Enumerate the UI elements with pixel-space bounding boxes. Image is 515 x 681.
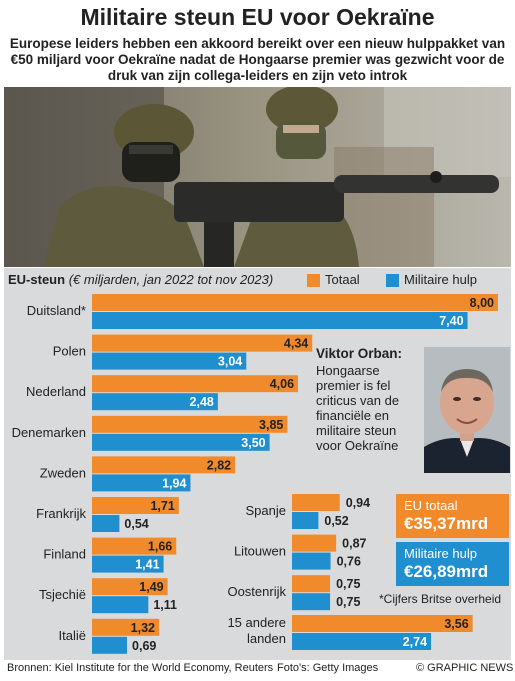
chart-heading-bold: EU-steun xyxy=(8,272,66,287)
legend-swatch-totaal xyxy=(307,274,320,287)
category-label-other-line1: 15 andere xyxy=(227,615,286,630)
value-militair-frankrijk: 0,54 xyxy=(124,517,148,531)
value-militair-nederland: 2,48 xyxy=(190,395,214,409)
page-subtitle: Europese leiders hebben een akkoord bere… xyxy=(9,36,506,83)
bar-militair-litouwen xyxy=(292,552,331,570)
value-militair-other: 2,74 xyxy=(403,635,427,649)
bar-totaal-frankrijk xyxy=(92,497,179,514)
value-totaal-other: 3,56 xyxy=(444,617,468,631)
eu-total-label: EU totaal xyxy=(404,498,458,513)
bar-militair-frankrijk xyxy=(92,515,120,532)
bar-totaal-zweden xyxy=(92,456,236,474)
bar-totaal-duitsland xyxy=(92,294,498,311)
footer-photos: Foto's: Getty Images xyxy=(277,662,379,674)
orban-text: Hongaarse premier is fel criticus van de… xyxy=(316,363,400,453)
bar-militair-duitsland xyxy=(92,312,468,329)
bar-militair-polen xyxy=(92,352,247,370)
bar-militair-other xyxy=(292,633,432,650)
eu-total-box: EU totaal €35,37mrd xyxy=(396,494,509,538)
soldiers-photo xyxy=(4,87,511,267)
chart-heading: EU-steun (€ miljarden, jan 2022 tot nov … xyxy=(8,272,273,287)
category-label-zweden: Zweden xyxy=(40,465,86,480)
value-totaal-nederland: 4,06 xyxy=(270,377,294,391)
category-label-itali: Italië xyxy=(59,628,86,643)
value-militair-spanje: 0,52 xyxy=(324,514,348,528)
footer-sources: Bronnen: Kiel Institute for the World Ec… xyxy=(7,662,274,674)
category-label-denemarken: Denemarken xyxy=(12,425,86,440)
value-militair-denemarken: 3,50 xyxy=(241,436,265,450)
category-label-duitsland: Duitsland* xyxy=(27,303,86,318)
value-militair-oostenrijk: 0,75 xyxy=(336,595,360,609)
footer-credit: © GRAPHIC NEWS xyxy=(416,662,514,674)
chart-heading-units: (€ miljarden, jan 2022 tot nov 2023) xyxy=(68,272,274,287)
legend-swatch-militair xyxy=(386,274,399,287)
value-militair-polen: 3,04 xyxy=(218,355,242,369)
value-totaal-litouwen: 0,87 xyxy=(342,537,366,551)
orban-portrait xyxy=(424,347,510,473)
category-label-other-line2: landen xyxy=(247,631,286,646)
bar-totaal-polen xyxy=(92,334,313,352)
category-label-tsjechi: Tsjechië xyxy=(39,587,86,602)
category-label-oostenrijk: Oostenrijk xyxy=(227,584,286,599)
bar-militair-oostenrijk xyxy=(292,593,331,611)
value-totaal-duitsland: 8,00 xyxy=(470,296,494,310)
value-militair-tsjechi: 1,11 xyxy=(153,598,177,612)
footnote: *Cijfers Britse overheid xyxy=(379,592,502,606)
legend-label-militair: Militaire hulp xyxy=(404,272,477,287)
value-totaal-oostenrijk: 0,75 xyxy=(336,577,360,591)
value-totaal-tsjechi: 1,49 xyxy=(139,580,163,594)
value-totaal-finland: 1,66 xyxy=(148,540,172,554)
value-militair-finland: 1,41 xyxy=(135,558,159,572)
bar-totaal-oostenrijk xyxy=(292,575,331,593)
legend-label-totaal: Totaal xyxy=(325,272,360,287)
value-totaal-zweden: 2,82 xyxy=(207,458,231,472)
eu-total-value: €35,37mrd xyxy=(404,514,489,533)
value-militair-itali: 0,69 xyxy=(132,639,156,653)
category-label-finland: Finland xyxy=(43,547,86,562)
bar-totaal-nederland xyxy=(92,375,299,393)
bar-totaal-litouwen xyxy=(292,534,337,552)
bar-militair-finland xyxy=(92,555,164,573)
bar-militair-zweden xyxy=(92,474,191,492)
category-label-spanje: Spanje xyxy=(246,503,286,518)
bar-totaal-finland xyxy=(92,537,177,555)
military-total-value: €26,89mrd xyxy=(404,562,489,581)
bar-totaal-tsjechi xyxy=(92,578,168,596)
value-militair-litouwen: 0,76 xyxy=(337,555,361,569)
value-militair-duitsland: 7,40 xyxy=(439,314,463,328)
category-label-polen: Polen xyxy=(53,344,86,359)
bar-totaal-other xyxy=(292,615,473,632)
value-totaal-itali: 1,32 xyxy=(131,621,155,635)
value-totaal-spanje: 0,94 xyxy=(346,496,370,510)
value-totaal-polen: 4,34 xyxy=(284,337,308,351)
bar-militair-denemarken xyxy=(92,433,270,451)
bar-militair-tsjechi xyxy=(92,596,149,614)
military-total-label: Militaire hulp xyxy=(404,546,477,561)
category-label-frankrijk: Frankrijk xyxy=(36,506,86,521)
page-title: Militaire steun EU voor Oekraïne xyxy=(80,4,435,30)
bar-totaal-denemarken xyxy=(92,415,288,433)
category-label-litouwen: Litouwen xyxy=(234,544,286,559)
bar-militair-itali xyxy=(92,636,128,654)
orban-name: Viktor Orban: xyxy=(316,346,403,361)
value-totaal-denemarken: 3,85 xyxy=(259,418,283,432)
military-total-box: Militaire hulp €26,89mrd xyxy=(396,542,509,586)
bar-militair-spanje xyxy=(292,512,319,529)
value-totaal-frankrijk: 1,71 xyxy=(150,499,174,513)
category-label-nederland: Nederland xyxy=(26,384,86,399)
bar-totaal-itali xyxy=(92,618,159,636)
value-militair-zweden: 1,94 xyxy=(162,476,186,490)
bar-militair-nederland xyxy=(92,393,218,411)
bar-totaal-spanje xyxy=(292,494,340,511)
